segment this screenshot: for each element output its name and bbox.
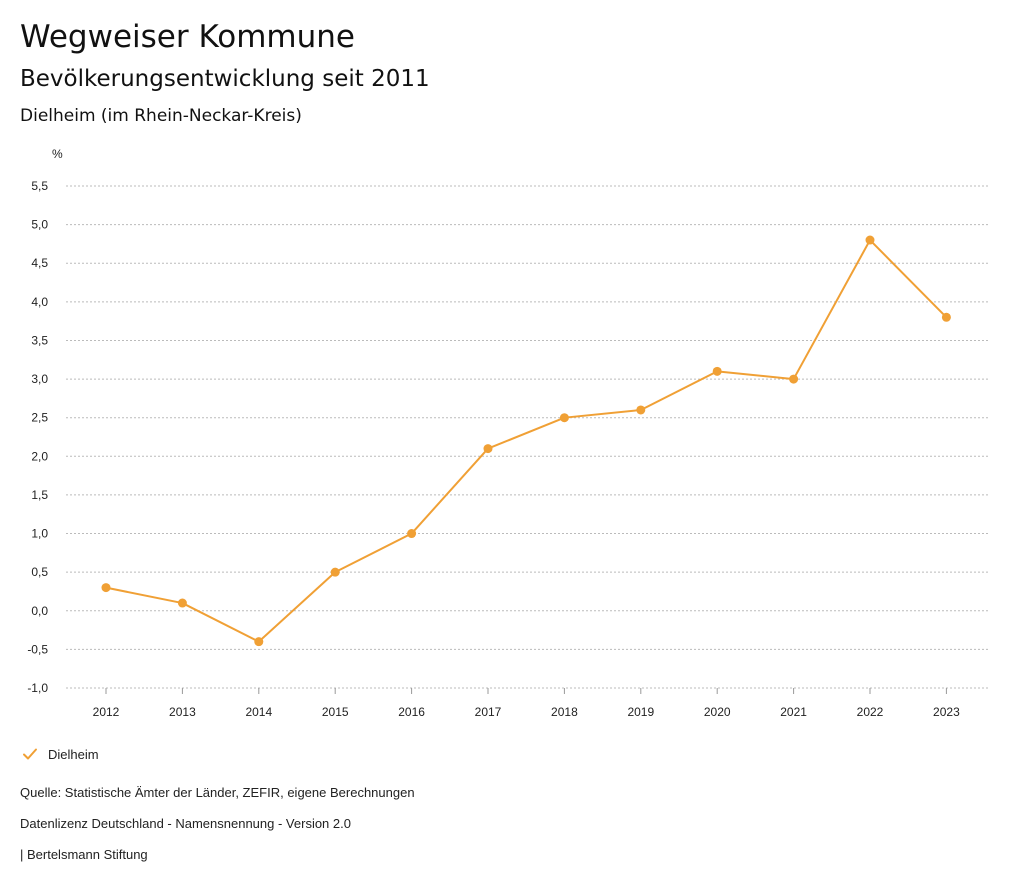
checkmark-icon[interactable]	[22, 746, 38, 762]
y-axis: -1,0 -0,5 0,0 0,5 1,0 1,5 2,0 2,5 3,0 3,5 4,0 4,5 5,…	[27, 179, 48, 695]
y-tick-label: 2,5	[31, 411, 48, 425]
x-tick-label: 2023	[933, 705, 960, 719]
series-dielheim	[101, 235, 951, 647]
legend-label-dielheim: Dielheim	[48, 746, 99, 762]
x-tick-label: 2015	[322, 705, 349, 719]
x-tick-label: 2012	[93, 705, 120, 719]
data-point[interactable]	[559, 413, 569, 423]
data-point[interactable]	[789, 374, 799, 384]
x-tick-label: 2020	[704, 705, 731, 719]
y-tick-label: 5,5	[31, 179, 48, 193]
data-point[interactable]	[254, 637, 264, 647]
region-label: Dielheim (im Rhein-Neckar-Kreis)	[20, 106, 302, 126]
data-point[interactable]	[407, 529, 417, 539]
y-tick-label: 3,5	[31, 333, 48, 347]
x-tick-label: 2022	[857, 705, 884, 719]
page-title: Wegweiser Kommune	[20, 19, 355, 55]
chart-subtitle: Bevölkerungsentwicklung seit 2011	[20, 66, 430, 92]
x-tick-label: 2018	[551, 705, 578, 719]
y-tick-label: 0,5	[31, 565, 48, 579]
x-axis: 2012 2013 2014 2015 2016 2017 2018 2019 2020 2021…	[93, 688, 960, 719]
data-point[interactable]	[712, 366, 722, 376]
y-axis-unit-label: %	[52, 147, 63, 161]
y-tick-label: 3,0	[31, 372, 48, 386]
data-point[interactable]	[483, 444, 493, 454]
grid-layer	[66, 185, 990, 689]
y-tick-label: 5,0	[31, 218, 48, 232]
y-tick-label: 1,5	[31, 488, 48, 502]
y-tick-label: -0,5	[27, 642, 48, 656]
data-point[interactable]	[941, 312, 951, 322]
x-tick-label: 2021	[780, 705, 807, 719]
y-tick-label: 4,0	[31, 295, 48, 309]
data-point[interactable]	[101, 583, 111, 593]
x-tick-label: 2013	[169, 705, 196, 719]
data-point[interactable]	[636, 405, 646, 415]
data-point[interactable]	[865, 235, 875, 245]
y-tick-label: -1,0	[27, 681, 48, 695]
y-tick-label: 4,5	[31, 256, 48, 270]
data-point[interactable]	[330, 567, 340, 577]
data-point[interactable]	[177, 598, 187, 608]
line-chart: -1,0 -0,5 0,0 0,5 1,0 1,5 2,0 2,5 3,0 3,5 4,0 4,5 5,…	[27, 147, 990, 719]
series-line	[105, 239, 948, 643]
license-note: Datenlizenz Deutschland - Namensnennung …	[20, 816, 351, 831]
x-tick-label: 2016	[398, 705, 425, 719]
x-tick-label: 2014	[245, 705, 272, 719]
y-tick-label: 1,0	[31, 527, 48, 541]
x-tick-label: 2017	[475, 705, 502, 719]
brand-note: | Bertelsmann Stiftung	[20, 847, 148, 862]
x-tick-label: 2019	[627, 705, 654, 719]
legend[interactable]: Dielheim	[22, 744, 99, 764]
y-tick-label: 0,0	[31, 604, 48, 618]
source-note: Quelle: Statistische Ämter der Länder, Z…	[20, 785, 415, 800]
y-tick-label: 2,0	[31, 449, 48, 463]
